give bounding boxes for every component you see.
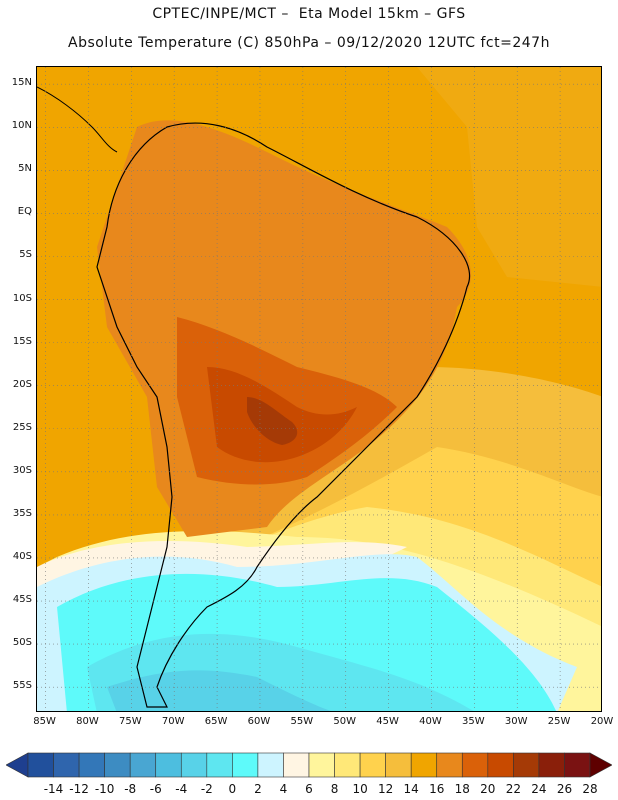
colorbar-box — [104, 752, 131, 778]
coastline-south-america — [96, 122, 471, 708]
colorbar-box — [308, 752, 335, 778]
lat-label: 5N — [18, 163, 32, 175]
chart-title-line-2: Absolute Temperature (C) 850hPa – 09/12/… — [68, 35, 550, 51]
lon-label: 20W — [590, 716, 614, 727]
colorbar-box — [283, 752, 310, 778]
colorbar-box — [538, 752, 565, 778]
lat-label: 50S — [12, 637, 32, 649]
lat-label: 35S — [12, 507, 32, 519]
temp-zone-18-ne — [417, 67, 601, 287]
lon-label: 25W — [547, 716, 571, 727]
lat-label: 40S — [12, 550, 32, 562]
lon-label: 40W — [419, 716, 442, 727]
colorbar-label: 18 — [454, 782, 470, 796]
colorbar-label: -6 — [149, 782, 162, 796]
colorbar-label: 6 — [305, 782, 313, 796]
lon-label: 75W — [119, 716, 142, 727]
colorbar-box — [436, 752, 463, 778]
colorbar-label: -2 — [200, 782, 213, 796]
colorbar-label: 2 — [254, 782, 262, 796]
colorbar-box — [129, 752, 157, 778]
colorbar-box — [53, 752, 80, 778]
lat-label: EQ — [17, 206, 32, 218]
colorbar-max-arrow — [589, 752, 612, 778]
coastline-central-america — [37, 86, 118, 153]
colorbar-box — [180, 752, 208, 778]
colorbar-box — [461, 752, 489, 778]
temperature-map — [36, 66, 602, 712]
lat-label: 55S — [12, 680, 32, 692]
chart-title-line-1: CPTEC/INPE/MCT – Eta Model 15km – GFS — [152, 6, 466, 22]
colorbar-label: 0 — [228, 782, 237, 796]
lat-label: 10N — [11, 120, 32, 132]
colorbar-label: 14 — [403, 782, 419, 796]
colorbar-box — [513, 752, 540, 778]
colorbar-label: 22 — [505, 782, 521, 796]
lon-label: 80W — [76, 716, 99, 727]
lon-label: 50W — [333, 716, 357, 727]
colorbar-box — [487, 752, 514, 778]
temp-zone-0-south — [107, 670, 331, 711]
lon-label: 85W — [33, 716, 56, 727]
colorbar-label: 16 — [429, 782, 445, 796]
lat-label: 25S — [12, 421, 32, 433]
temp-zone-26-land — [247, 397, 298, 445]
colorbar-box — [410, 752, 438, 778]
lon-label: 70W — [161, 716, 185, 727]
colorbar-box — [206, 752, 233, 778]
colorbar-label: -14 — [43, 782, 64, 796]
lon-label: 65W — [204, 716, 228, 727]
colorbar-box — [257, 752, 284, 778]
lat-label: 5S — [19, 249, 32, 261]
temp-zone-24-land — [207, 367, 357, 463]
colorbar-label: 12 — [377, 782, 394, 796]
lon-label: 30W — [504, 716, 528, 727]
colorbar-label: -4 — [175, 782, 188, 796]
lon-label: 55W — [290, 716, 314, 727]
colorbar-label: -10 — [94, 782, 115, 796]
map-canvas — [37, 67, 601, 711]
colorbar-label: 4 — [279, 782, 288, 796]
lon-label: 60W — [247, 716, 271, 727]
lon-label: 45W — [376, 716, 399, 727]
colorbar-label: 24 — [531, 782, 547, 796]
colorbar-box — [27, 752, 54, 778]
colorbar-label: 28 — [582, 782, 598, 796]
colorbar-box — [359, 752, 386, 778]
colorbar-box — [564, 752, 591, 778]
lat-label: 45S — [12, 594, 32, 606]
lat-label: 15S — [12, 335, 32, 347]
colorbar-label: -8 — [124, 782, 137, 796]
lon-label: 35W — [462, 716, 485, 727]
colorbar-label: -12 — [69, 782, 89, 796]
lat-label: 10S — [12, 292, 32, 304]
lat-label: 15N — [11, 77, 32, 89]
colorbar-box — [232, 752, 259, 778]
colorbar-label: 10 — [352, 782, 368, 796]
colorbar-box — [334, 752, 361, 778]
colorbar-min-arrow — [6, 752, 29, 778]
colorbar-box — [78, 752, 105, 778]
temperature-colorbar — [6, 752, 612, 778]
colorbar-box — [385, 752, 412, 778]
colorbar-label: 8 — [330, 782, 339, 796]
colorbar-label: 26 — [556, 782, 573, 796]
lat-label: 30S — [12, 464, 32, 476]
lat-label: 20S — [12, 378, 32, 390]
colorbar-label: 20 — [480, 782, 496, 796]
colorbar-box — [155, 752, 182, 778]
